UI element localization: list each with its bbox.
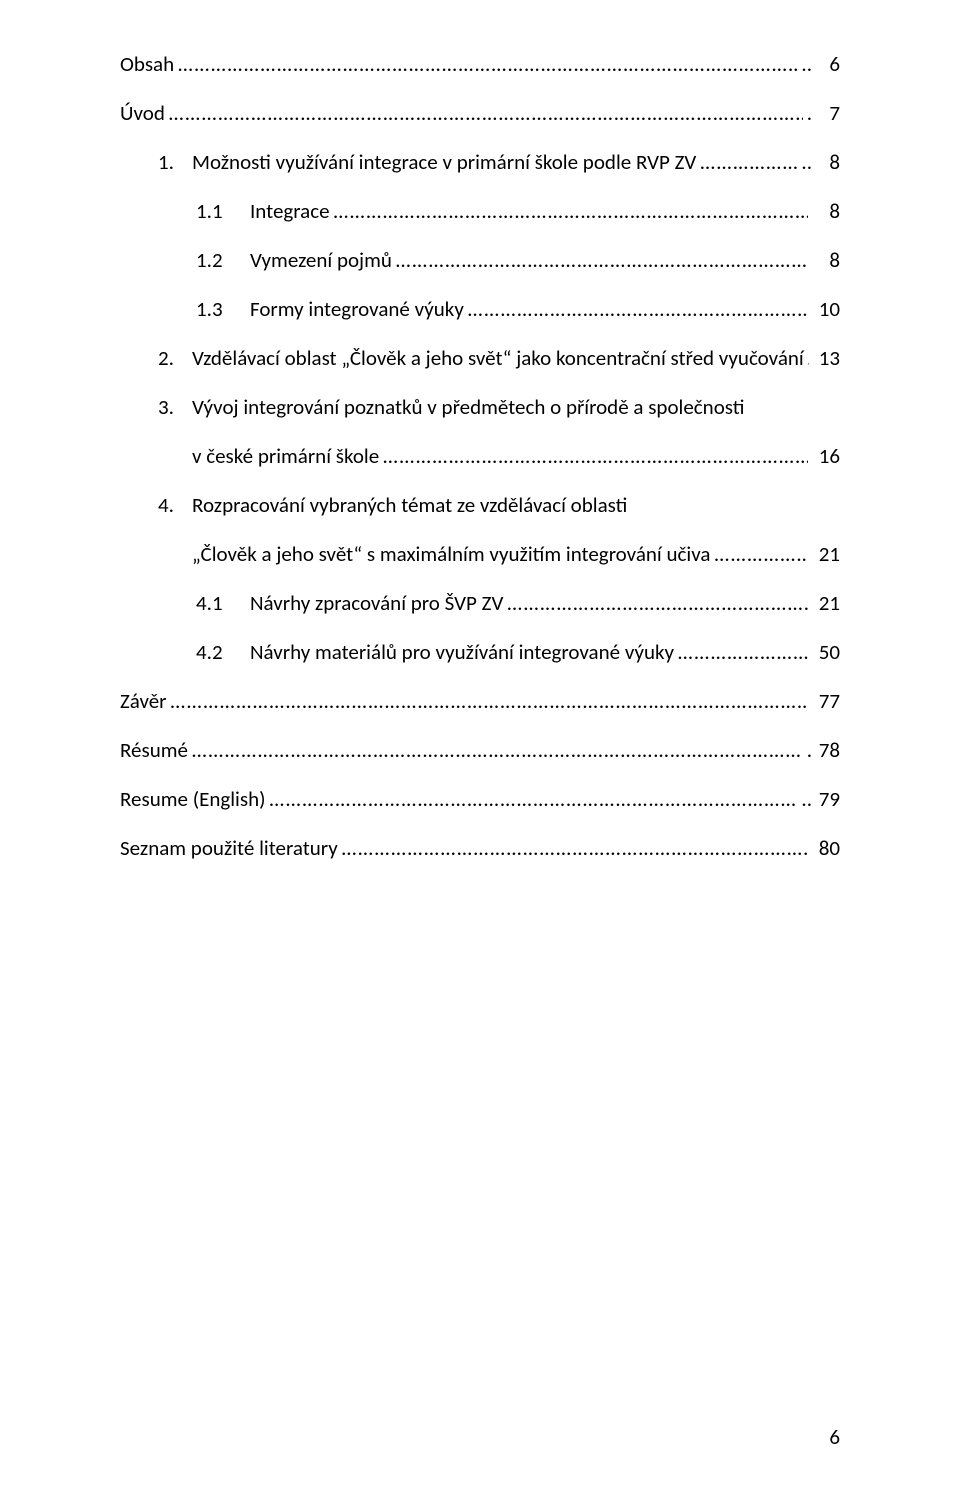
toc-entry-page: 7 <box>812 103 840 124</box>
toc-entry-page: 8 <box>812 250 840 271</box>
toc-entry-number: 1.2 <box>196 250 250 271</box>
toc-entry: v české primární škole 16 <box>120 446 840 467</box>
toc-entry-number: 2. <box>158 348 192 369</box>
toc-entry: 1.Možnosti využívání integrace v primárn… <box>120 152 840 173</box>
toc-entry: 1.2Vymezení pojmů 8 <box>120 250 840 271</box>
toc-entry-title: Formy integrované výuky <box>250 299 464 320</box>
toc-entry-title: Rozpracování vybraných témat ze vzděláva… <box>192 495 627 516</box>
page-number: 6 <box>829 1424 840 1450</box>
toc-entry-title: Návrhy zpracování pro ŠVP ZV <box>250 593 503 614</box>
toc-entry-page: 21 <box>812 544 840 565</box>
toc-entry-page: 78 <box>812 740 840 761</box>
toc-entry: Závěr 77 <box>120 691 840 712</box>
toc-entry-page: 21 <box>812 593 840 614</box>
toc-leader <box>192 740 803 761</box>
toc-entry-number: 1.3 <box>196 299 250 320</box>
toc-entry-number: 1. <box>158 152 192 173</box>
toc-entry-title: v české primární škole <box>192 446 379 467</box>
toc-entry-number: 4.1 <box>196 593 250 614</box>
toc-entry: Résumé .78 <box>120 740 840 761</box>
toc-entry-number: 4.2 <box>196 642 250 663</box>
toc-entry-number: 1.1 <box>196 201 250 222</box>
toc-entry-page: 77 <box>812 691 840 712</box>
toc-entry-title: Návrhy materiálů pro využívání integrova… <box>250 642 674 663</box>
toc-entry-page: 10 <box>812 299 840 320</box>
toc-entry-number: 3. <box>158 397 192 418</box>
toc-entry: 4.1Návrhy zpracování pro ŠVP ZV 21 <box>120 593 840 614</box>
toc-entry: 4.Rozpracování vybraných témat ze vzdělá… <box>120 495 840 516</box>
toc-entry: 2.Vzdělávací oblast „Člověk a jeho svět“… <box>120 348 840 369</box>
toc-entry-number: 4. <box>158 495 192 516</box>
toc-entry-title: Úvod <box>120 103 165 124</box>
toc-leader <box>334 201 808 222</box>
toc-entry: Resume (English) ..79 <box>120 789 840 810</box>
toc-entry: 1.3Formy integrované výuky 10 <box>120 299 840 320</box>
toc-entry: Seznam použité literatury 80 <box>120 838 840 859</box>
toc-entry-page: 6 <box>812 54 840 75</box>
toc-leader <box>342 838 808 859</box>
toc-entry: Úvod .7 <box>120 103 840 124</box>
toc-leader <box>383 446 808 467</box>
toc-leader <box>714 544 808 565</box>
toc-entry-title: Résumé <box>120 740 188 761</box>
toc-entry-title: Obsah <box>120 54 174 75</box>
toc-leader <box>468 299 808 320</box>
toc-leader <box>507 593 808 614</box>
toc-leader <box>678 642 808 663</box>
toc-entry-page: 13 <box>812 348 840 369</box>
toc-entry-page: 8 <box>812 152 840 173</box>
toc-leader <box>396 250 808 271</box>
toc-entry: Obsah ..6 <box>120 54 840 75</box>
toc-entry-title: Integrace <box>250 201 330 222</box>
toc-entry-page: 8 <box>812 201 840 222</box>
toc-entry-trail: .. <box>801 54 812 75</box>
toc-entry-title: Vzdělávací oblast „Člověk a jeho svět“ j… <box>192 348 804 369</box>
toc-entry-title: Seznam použité literatury <box>120 838 338 859</box>
toc-entry-title: Vymezení pojmů <box>250 250 392 271</box>
toc-entry-trail: .. <box>801 152 812 173</box>
toc-leader <box>169 103 803 124</box>
table-of-contents: Obsah ..6Úvod .71.Možnosti využívání int… <box>120 54 840 859</box>
toc-leader <box>270 789 798 810</box>
toc-entry-page: 50 <box>812 642 840 663</box>
toc-entry: „Člověk a jeho svět“ s maximálním využit… <box>120 544 840 565</box>
toc-entry-title: Vývoj integrování poznatků v předmětech … <box>192 397 744 418</box>
toc-entry-title: Možnosti využívání integrace v primární … <box>192 152 696 173</box>
toc-entry-page: 79 <box>812 789 840 810</box>
toc-entry: 1.1Integrace 8 <box>120 201 840 222</box>
toc-entry: 3.Vývoj integrování poznatků v předmětec… <box>120 397 840 418</box>
toc-leader <box>171 691 809 712</box>
toc-leader <box>178 54 797 75</box>
toc-entry-title: Závěr <box>120 691 167 712</box>
toc-entry-page: 16 <box>812 446 840 467</box>
toc-entry-page: 80 <box>812 838 840 859</box>
toc-entry-title: Resume (English) <box>120 789 266 810</box>
page: Obsah ..6Úvod .71.Možnosti využívání int… <box>0 0 960 1490</box>
toc-leader <box>700 152 797 173</box>
toc-entry: 4.2Návrhy materiálů pro využívání integr… <box>120 642 840 663</box>
toc-entry-trail: .. <box>801 789 812 810</box>
toc-entry-title: „Člověk a jeho svět“ s maximálním využit… <box>192 544 710 565</box>
